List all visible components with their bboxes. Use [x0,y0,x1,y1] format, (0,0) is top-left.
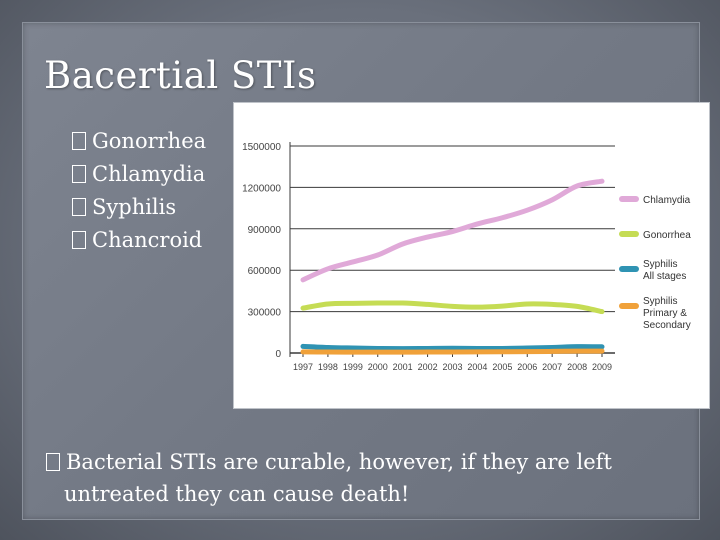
series-line-1 [300,300,605,315]
line-chart: 0 300000 600000 900000 1200000 1500000 1997 199… [242,142,691,372]
bullet-box-icon [72,131,86,150]
slide-title: Bacertial STIs [44,54,317,97]
x-tick-label: 2008 [567,362,587,372]
x-tick-label: 2005 [492,362,512,372]
series-line-0 [300,178,605,283]
bullet-label: Syphilis [92,194,177,219]
y-tick-label: 600000 [248,266,282,277]
x-tick-label: 2007 [542,362,562,372]
legend-label: Syphilis [643,296,677,307]
y-tick-label: 1200000 [242,183,281,194]
legend-label: Gonorrhea [643,230,691,241]
bullet-label: Chlamydia [92,161,206,186]
bullet-box-icon [46,453,60,471]
bullet-box-icon [72,164,86,183]
bullet-item: Chlamydia [72,157,206,190]
x-tick-label: 2004 [467,362,487,372]
x-tick-label: 2003 [442,362,462,372]
legend-swatch [619,231,639,237]
series-line-2 [300,343,605,352]
bullet-label: Gonorrhea [92,128,207,153]
x-tick-label: 2000 [368,362,388,372]
y-tick-label: 0 [275,349,281,360]
series-line-3 [300,348,605,355]
chart-panel: 0 300000 600000 900000 1200000 1500000 1997 199… [233,102,710,409]
x-tick-label: 1998 [318,362,338,372]
body-text-line-2: untreated they can cause death! [64,482,410,506]
x-tick-label: 2001 [393,362,413,372]
bullet-item: Chancroid [72,223,206,256]
x-tick-label: 2009 [592,362,612,372]
x-tick-label: 2002 [418,362,438,372]
x-tick-label: 1999 [343,362,363,372]
bullet-box-icon [72,197,86,216]
legend-label: Syphilis [643,259,677,270]
legend-swatch [619,303,639,309]
bullet-list: Gonorrhea Chlamydia Syphilis Chancroid [72,124,206,256]
legend-label: Secondary [643,320,691,331]
body-line-1: Bacterial STIs are curable, however, if … [46,446,686,478]
y-tick-label: 300000 [248,308,282,319]
legend-label: Chlamydia [643,195,691,206]
body-line-2: untreated they can cause death! [46,478,686,510]
bullet-box-icon [72,230,86,249]
body-text-line-1: Bacterial STIs are curable, however, if … [66,450,612,474]
body-text: Bacterial STIs are curable, however, if … [46,446,686,510]
x-tick-label: 1997 [293,362,313,372]
bullet-item: Gonorrhea [72,124,206,157]
y-tick-label: 900000 [248,225,282,236]
y-tick-label: 1500000 [242,142,281,153]
bullet-item: Syphilis [72,190,206,223]
legend-swatch [619,266,639,272]
bullet-label: Chancroid [92,227,203,252]
x-tick-label: 2006 [517,362,537,372]
legend-label: All stages [643,271,686,282]
legend-label: Primary & [643,308,687,319]
legend-swatch [619,196,639,202]
